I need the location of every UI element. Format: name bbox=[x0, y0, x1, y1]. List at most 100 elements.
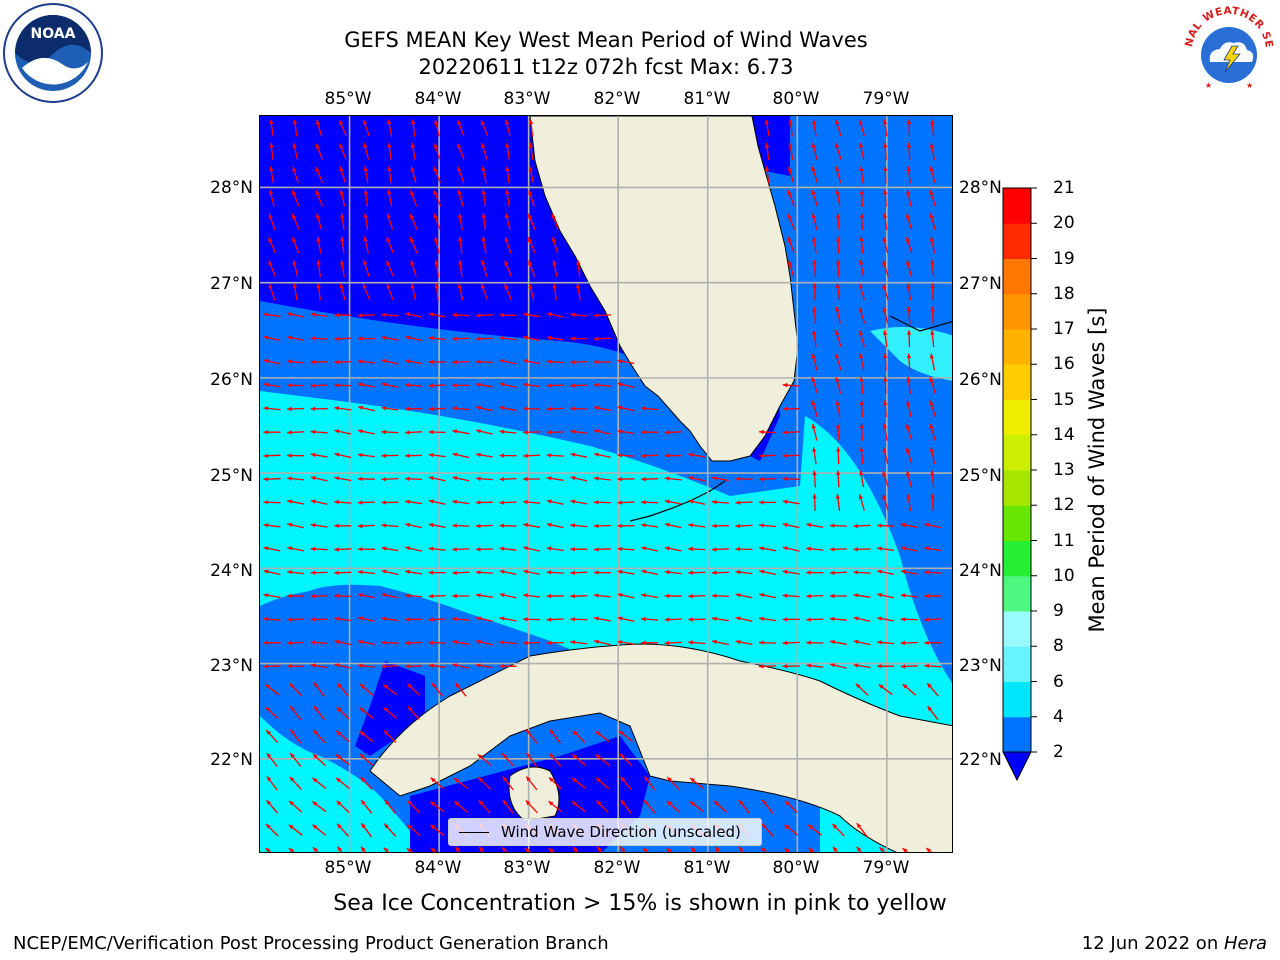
wind-wave-arrow bbox=[641, 616, 659, 622]
wind-wave-arrow bbox=[263, 477, 281, 482]
wind-wave-arrow bbox=[475, 313, 493, 318]
wind-wave-arrow bbox=[617, 640, 635, 645]
wind-wave-arrow bbox=[882, 447, 889, 464]
wind-wave-arrow bbox=[787, 236, 795, 254]
lat-label-left: 24°N bbox=[210, 561, 253, 581]
wind-wave-arrow bbox=[452, 570, 470, 575]
wind-wave-arrow bbox=[664, 593, 682, 599]
wind-wave-arrow bbox=[288, 800, 303, 813]
wind-wave-arrow bbox=[291, 213, 300, 230]
wind-wave-arrow bbox=[359, 753, 374, 766]
wind-wave-arrow bbox=[405, 406, 423, 411]
wind-wave-arrow bbox=[835, 119, 842, 137]
lon-label-bottom: 79°W bbox=[862, 858, 910, 878]
wind-wave-arrow bbox=[549, 729, 561, 744]
wind-wave-arrow bbox=[289, 705, 302, 721]
wind-wave-arrow bbox=[593, 359, 611, 365]
wind-wave-arrow bbox=[452, 499, 470, 505]
wind-wave-arrow bbox=[856, 846, 862, 852]
wind-wave-arrow bbox=[620, 799, 632, 814]
wind-wave-arrow bbox=[642, 847, 649, 852]
wind-wave-arrow bbox=[811, 400, 818, 418]
wind-wave-arrow bbox=[359, 683, 374, 696]
wind-wave-arrow bbox=[546, 499, 564, 505]
wind-wave-arrow bbox=[811, 213, 818, 231]
wind-wave-arrow bbox=[711, 547, 729, 552]
wind-wave-arrow bbox=[428, 406, 446, 412]
wind-wave-arrow bbox=[759, 569, 777, 576]
wind-wave-arrow bbox=[525, 752, 538, 767]
wind-wave-arrow bbox=[477, 753, 492, 766]
wind-wave-arrow bbox=[310, 476, 328, 482]
wind-wave-arrow bbox=[688, 523, 706, 528]
wind-wave-arrow bbox=[643, 799, 656, 814]
wind-wave-arrow bbox=[383, 729, 397, 743]
wind-wave-arrow bbox=[858, 119, 866, 137]
wind-wave-arrow bbox=[882, 306, 889, 324]
wind-wave-arrow bbox=[906, 189, 912, 207]
wind-wave-arrow bbox=[593, 382, 611, 388]
wind-wave-arrow bbox=[268, 189, 275, 207]
wind-wave-arrow bbox=[929, 236, 936, 254]
lon-label-bottom: 82°W bbox=[593, 858, 641, 878]
chart-subtitle: 20220611 t12z 072h fcst Max: 6.73 bbox=[418, 55, 794, 79]
colorbar-cell bbox=[1003, 293, 1031, 330]
wind-wave-arrow bbox=[360, 846, 367, 852]
wind-wave-arrow bbox=[782, 569, 800, 575]
wind-wave-arrow bbox=[499, 546, 517, 551]
wind-wave-arrow bbox=[525, 729, 538, 744]
colorbar-cell bbox=[1003, 505, 1031, 541]
wind-wave-arrow bbox=[357, 616, 375, 622]
wind-wave-arrow bbox=[906, 493, 912, 511]
wind-wave-arrow bbox=[523, 546, 541, 552]
wind-wave-arrow bbox=[405, 312, 423, 318]
wind-wave-arrow bbox=[524, 847, 531, 852]
colorbar-tick-label: 21 bbox=[1053, 178, 1075, 198]
wind-wave-arrow bbox=[287, 546, 305, 552]
wind-wave-arrow bbox=[900, 617, 918, 622]
wind-wave-arrow bbox=[357, 382, 375, 388]
wind-wave-arrow bbox=[572, 846, 579, 852]
wind-wave-arrow bbox=[405, 593, 423, 598]
wind-wave-arrow bbox=[858, 330, 866, 347]
wind-wave-arrow bbox=[289, 776, 302, 790]
wind-wave-arrow bbox=[339, 189, 346, 207]
wind-wave-arrow bbox=[334, 593, 352, 598]
wind-wave-arrow bbox=[363, 189, 369, 207]
wind-wave-arrow bbox=[929, 213, 936, 230]
wind-wave-arrow bbox=[266, 776, 278, 791]
colorbar-tick-label: 17 bbox=[1053, 319, 1075, 339]
wind-wave-arrow bbox=[596, 846, 603, 852]
wind-wave-arrow bbox=[570, 476, 588, 482]
wind-wave-arrow bbox=[454, 846, 461, 852]
wind-wave-arrow bbox=[452, 523, 470, 528]
wind-wave-arrow bbox=[263, 640, 281, 645]
wind-wave-arrow bbox=[407, 800, 421, 813]
wind-wave-arrow bbox=[381, 312, 399, 318]
wind-wave-arrow bbox=[546, 383, 564, 388]
credit-date-text: 12 Jun 2022 on bbox=[1081, 933, 1224, 954]
field-cyan bbox=[260, 391, 952, 852]
wind-wave-arrow bbox=[929, 423, 936, 441]
wind-wave-arrow bbox=[431, 682, 444, 697]
wind-wave-arrow bbox=[787, 213, 796, 230]
wind-wave-arrow bbox=[477, 776, 492, 790]
wind-wave-arrow bbox=[906, 306, 911, 324]
wind-wave-arrow bbox=[523, 430, 541, 435]
wind-wave-arrow bbox=[571, 800, 586, 813]
wind-wave-arrow bbox=[289, 752, 302, 767]
wind-wave-arrow bbox=[930, 119, 935, 137]
wind-wave-arrow bbox=[387, 142, 392, 160]
wind-wave-arrow bbox=[829, 616, 847, 622]
wind-wave-arrow bbox=[453, 777, 468, 789]
wind-wave-arrow bbox=[593, 313, 611, 318]
wind-wave-arrow bbox=[835, 330, 842, 347]
wind-wave-arrow bbox=[428, 336, 446, 341]
wind-wave-arrow bbox=[499, 453, 517, 458]
colorbar bbox=[1002, 187, 1037, 782]
wind-wave-arrow bbox=[812, 283, 817, 301]
wind-wave-arrow bbox=[456, 143, 465, 160]
lon-label-top: 85°W bbox=[324, 89, 372, 109]
field-dark-blue bbox=[750, 116, 790, 176]
wind-wave-arrow bbox=[811, 143, 818, 160]
